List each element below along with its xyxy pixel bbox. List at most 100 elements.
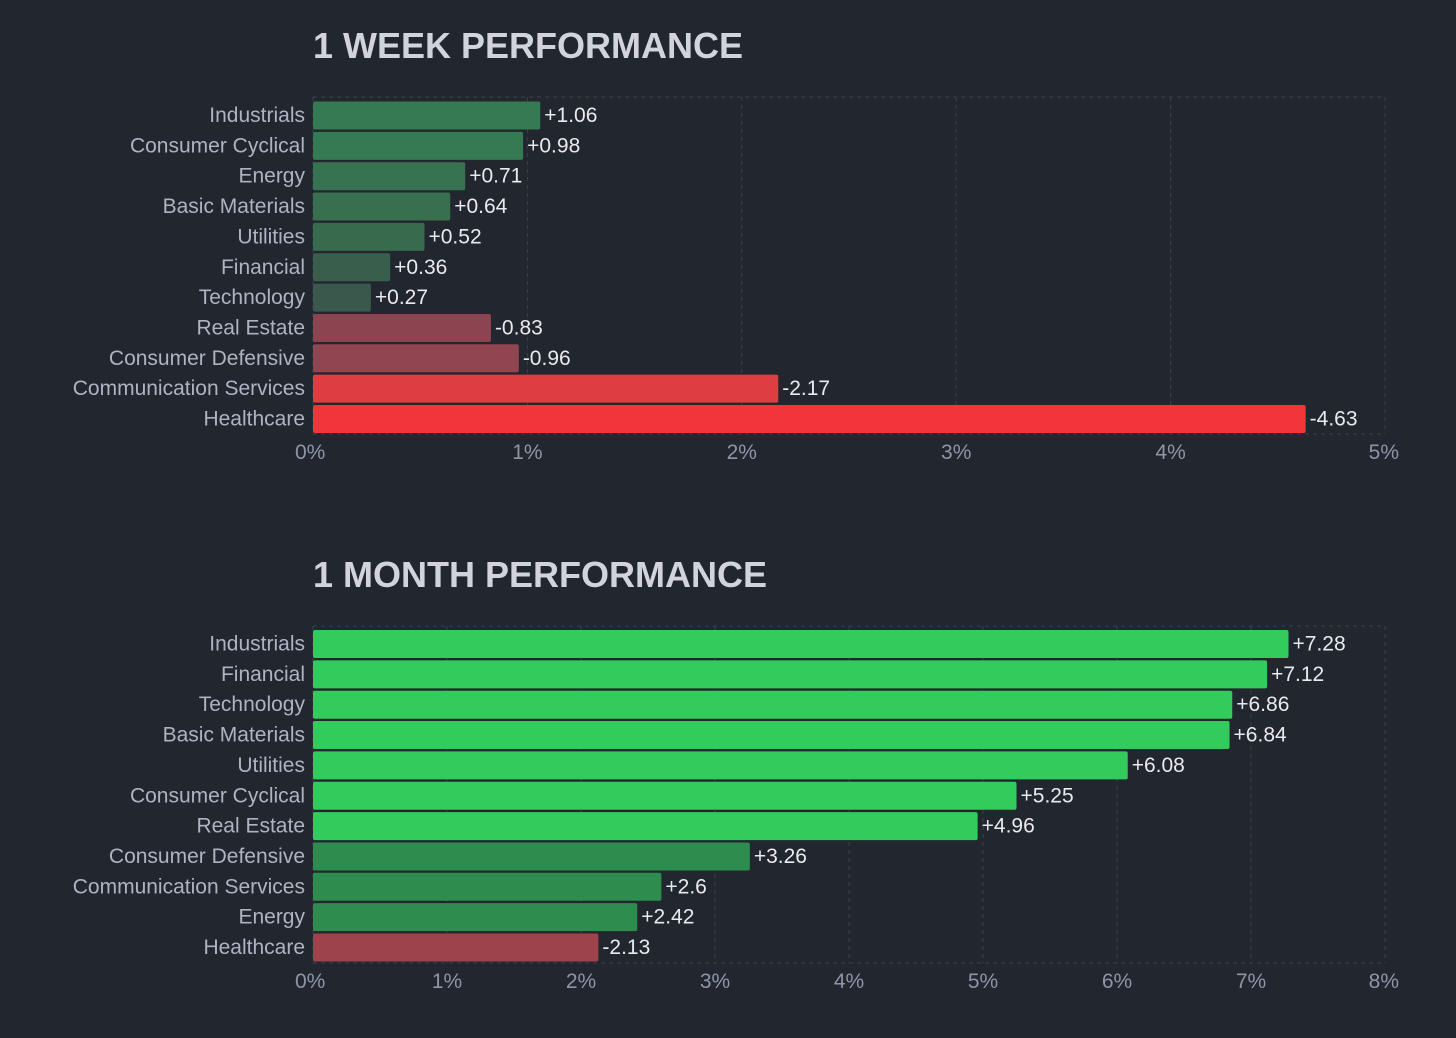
bar-technology <box>313 283 371 312</box>
category-label: Utilities <box>237 754 305 777</box>
value-label: +6.08 <box>1132 754 1185 777</box>
x-tick-label: 7% <box>1236 970 1266 993</box>
bar-utilities <box>313 751 1128 780</box>
bar-energy <box>313 903 638 932</box>
category-label: Consumer Defensive <box>109 845 305 868</box>
bar-row-basic-materials: Basic Materials +6.84 <box>163 721 1287 750</box>
bar-row-industrials: Industrials +7.28 <box>209 630 1346 658</box>
bar-row-real-estate: Real Estate +4.96 <box>196 812 1035 841</box>
bar-communication-services <box>313 374 779 403</box>
bar-row-financial: Financial +0.36 <box>221 253 447 282</box>
x-tick-label: 0% <box>295 441 325 464</box>
category-label: Basic Materials <box>163 195 305 218</box>
category-label: Consumer Cyclical <box>130 134 305 157</box>
bar-financial <box>313 660 1268 689</box>
bar-row-utilities: Utilities +6.08 <box>237 751 1185 780</box>
value-label: -0.96 <box>523 347 571 370</box>
category-label: Financial <box>221 663 305 686</box>
category-label: Communication Services <box>73 875 305 898</box>
category-label: Basic Materials <box>163 724 305 747</box>
bar-row-healthcare: Healthcare -2.13 <box>203 933 650 962</box>
value-label: +4.96 <box>982 815 1035 838</box>
value-label: -2.13 <box>602 936 650 959</box>
x-tick-label: 5% <box>968 970 998 993</box>
bar-healthcare <box>313 933 599 962</box>
chart-title: 1 MONTH PERFORMANCE <box>313 554 767 595</box>
bar-utilities <box>313 222 425 251</box>
value-label: +7.12 <box>1271 663 1324 686</box>
bar-row-consumer-defensive: Consumer Defensive +3.26 <box>109 842 807 871</box>
x-tick-label: 2% <box>566 970 596 993</box>
value-label: +0.71 <box>469 165 522 188</box>
x-tick-label: 5% <box>1369 441 1399 464</box>
x-tick-label: 1% <box>512 441 542 464</box>
chart-title: 1 WEEK PERFORMANCE <box>313 25 743 66</box>
category-label: Energy <box>238 165 305 188</box>
bar-industrials <box>313 101 541 130</box>
x-tick-label: 4% <box>834 970 864 993</box>
bar-row-real-estate: Real Estate -0.83 <box>196 313 543 342</box>
bar-row-healthcare: Healthcare -4.63 <box>203 405 1358 433</box>
bar-healthcare <box>313 405 1306 433</box>
bar-industrials <box>313 630 1289 658</box>
bar-row-technology: Technology +6.86 <box>199 690 1289 719</box>
bar-row-communication-services: Communication Services +2.6 <box>73 872 707 901</box>
category-label: Consumer Defensive <box>109 347 305 370</box>
value-label: +2.6 <box>665 875 706 898</box>
bar-real-estate <box>313 313 491 342</box>
value-label: +5.25 <box>1021 784 1074 807</box>
category-label: Financial <box>221 256 305 279</box>
value-label: +0.98 <box>527 134 580 157</box>
bar-row-communication-services: Communication Services -2.17 <box>73 374 830 403</box>
bar-energy <box>313 162 466 191</box>
bar-row-financial: Financial +7.12 <box>221 660 1324 689</box>
x-tick-label: 8% <box>1369 970 1399 993</box>
category-label: Technology <box>199 693 306 716</box>
x-tick-label: 3% <box>700 970 730 993</box>
value-label: +0.36 <box>394 256 447 279</box>
value-label: +6.86 <box>1236 693 1289 716</box>
bar-consumer-cyclical <box>313 781 1017 810</box>
category-label: Healthcare <box>203 408 305 431</box>
bar-row-energy: Energy +2.42 <box>238 903 694 932</box>
bar-row-technology: Technology +0.27 <box>199 283 428 312</box>
category-label: Real Estate <box>196 815 305 838</box>
value-label: +0.52 <box>428 225 481 248</box>
x-tick-label: 1% <box>432 970 462 993</box>
bar-consumer-cyclical <box>313 131 524 160</box>
category-label: Technology <box>199 286 306 309</box>
value-label: +0.64 <box>454 195 507 218</box>
category-label: Utilities <box>237 225 305 248</box>
category-label: Consumer Cyclical <box>130 784 305 807</box>
x-tick-label: 4% <box>1155 441 1185 464</box>
value-label: -0.83 <box>495 316 543 339</box>
chart-1: 1 WEEK PERFORMANCE Industrials +1.06 Consum… <box>73 25 1399 464</box>
chart-2: 1 MONTH PERFORMANCE Industrials +7.28 Finan… <box>73 554 1399 993</box>
value-label: -2.17 <box>782 377 830 400</box>
category-label: Industrials <box>209 633 305 656</box>
value-label: +7.28 <box>1293 633 1346 656</box>
category-label: Energy <box>238 906 305 929</box>
category-label: Industrials <box>209 104 305 127</box>
bar-basic-materials <box>313 192 451 221</box>
bar-row-basic-materials: Basic Materials +0.64 <box>163 192 508 221</box>
bar-row-industrials: Industrials +1.06 <box>209 101 597 130</box>
x-tick-label: 3% <box>941 441 971 464</box>
bar-consumer-defensive <box>313 842 750 871</box>
value-label: +1.06 <box>544 104 597 127</box>
bar-financial <box>313 253 391 282</box>
value-label: -4.63 <box>1310 408 1358 431</box>
category-label: Real Estate <box>196 316 305 339</box>
bar-row-energy: Energy +0.71 <box>238 162 522 191</box>
x-tick-label: 2% <box>727 441 757 464</box>
bar-row-consumer-defensive: Consumer Defensive -0.96 <box>109 344 571 373</box>
bar-row-consumer-cyclical: Consumer Cyclical +5.25 <box>130 781 1074 810</box>
category-label: Communication Services <box>73 377 305 400</box>
bar-row-consumer-cyclical: Consumer Cyclical +0.98 <box>130 131 580 160</box>
value-label: +0.27 <box>375 286 428 309</box>
bar-technology <box>313 690 1233 719</box>
bar-basic-materials <box>313 721 1230 750</box>
bar-communication-services <box>313 872 662 901</box>
value-label: +2.42 <box>641 906 694 929</box>
